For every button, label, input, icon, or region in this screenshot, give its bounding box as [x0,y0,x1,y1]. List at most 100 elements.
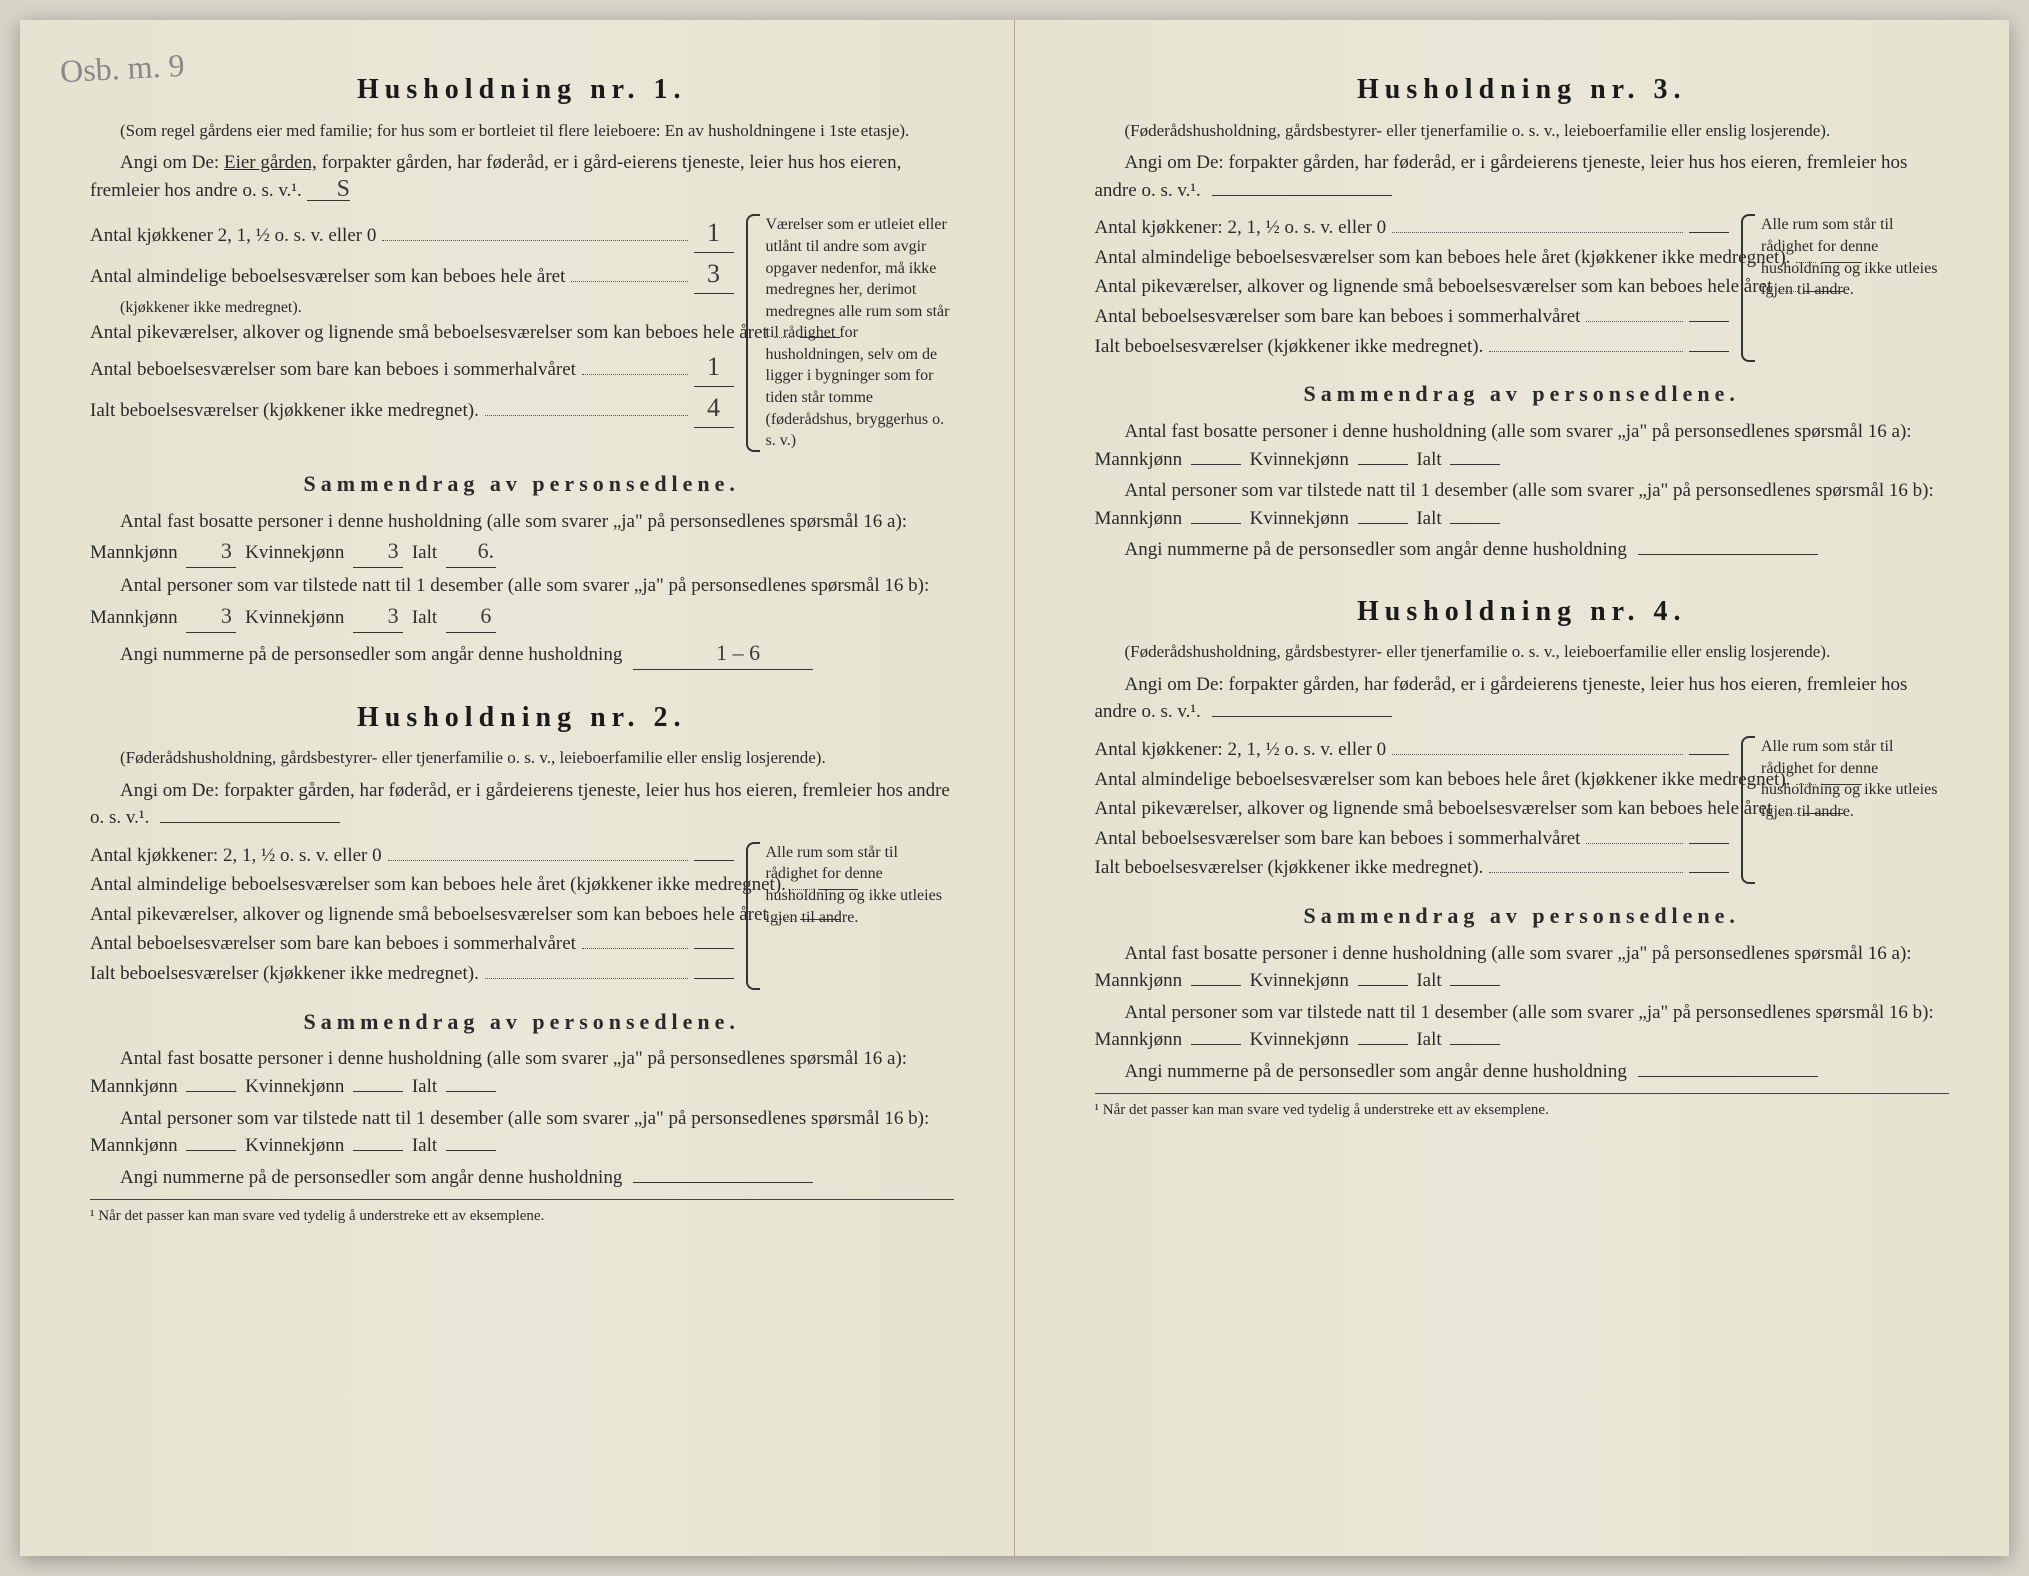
hh1-angi-val: S [307,179,350,202]
hh1-angi-pre: Angi om De: [120,152,224,173]
household-1: Husholdning nr. 1. (Som regel gårdens ei… [90,70,954,670]
hh1-fields: Antal kjøkkener 2, 1, ½ o. s. v. eller 0… [90,214,734,452]
hh1-summer-label: Antal beboelsesværelser som bare kan beb… [90,356,576,384]
hh1-sidenote-text: Værelser som er utleiet eller utlånt til… [766,216,950,449]
hh1-nummerne-val: 1 – 6 [633,637,813,670]
hh4-til-k [1358,1044,1408,1045]
hh3-kitchens-val [1689,232,1729,233]
hh2-sammendrag-title: Sammendrag av personsedlene. [90,1006,954,1038]
hh2-fast-ialt [446,1091,496,1092]
brace-icon [746,214,760,452]
hh3-angi: Angi om De: forpakter gården, har føderå… [1095,149,1950,204]
hh1-ordinary-val: 3 [694,255,734,294]
hh2-til-text: Antal personer som var tilstede natt til… [90,1108,929,1157]
hh1-sidenote: Værelser som er utleiet eller utlånt til… [754,214,954,452]
hh1-fast-m: 3 [186,535,236,568]
hh3-ialt-label: Ialt [1416,449,1441,470]
brace-icon [746,842,760,990]
hh2-fast-text: Antal fast bosatte personer i denne hush… [90,1048,907,1097]
hh3-kv-label: Kvinnekjønn [1250,449,1349,470]
hh2-fields: Antal kjøkkener: 2, 1, ½ o. s. v. eller … [90,842,734,990]
hh1-fast-k-label: Kvinnekjønn [245,542,344,563]
hh4-fast-line: Antal fast bosatte personer i denne hush… [1095,940,1950,995]
hh4-total-label: Ialt beboelsesværelser (kjøkkener ikke m… [1095,854,1484,882]
hh4-fast-k [1358,985,1408,986]
hh2-kitchens-label: Antal kjøkkener: 2, 1, ½ o. s. v. eller … [90,842,382,870]
hh2-angi-text: Angi om De: forpakter gården, har føderå… [90,780,950,829]
hh3-tilstede-line: Antal personer som var tilstede natt til… [1095,477,1950,532]
document-spread: Osb. m. 9 Husholdning nr. 1. (Som regel … [20,20,2009,1556]
hh4-ialt-label: Ialt [1416,970,1441,991]
hh2-til-k [353,1150,403,1151]
hh1-fast-ialt-label: Ialt [412,542,437,563]
hh4-fast-m [1191,985,1241,986]
hh2-fast-m [186,1091,236,1092]
hh3-fields: Antal kjøkkener: 2, 1, ½ o. s. v. eller … [1095,214,1730,362]
hh3-til-m [1191,523,1241,524]
hh1-tilstede-line: Antal personer som var tilstede natt til… [90,572,954,632]
hh1-til-k-label: Kvinnekjønn [245,607,344,628]
hh1-total-label: Ialt beboelsesværelser (kjøkkener ikke m… [90,397,479,425]
hh1-ordinary-label: Antal almindelige beboelsesværelser som … [90,263,565,291]
hh1-ordinary-note: (kjøkkener ikke medregnet). [90,296,734,319]
hh1-fast-line: Antal fast bosatte personer i denne hush… [90,508,954,568]
hh4-subnote: (Føderådshusholdning, gårdsbestyrer- ell… [1095,640,1950,665]
hh1-total-val: 4 [694,389,734,428]
hh2-nummerne-text: Angi nummerne på de personsedler som ang… [120,1167,622,1188]
household-4: Husholdning nr. 4. (Føderådshusholdning,… [1095,592,1950,1122]
hh2-summer-label: Antal beboelsesværelser som bare kan beb… [90,930,576,958]
hh2-tilstede-line: Antal personer som var tilstede natt til… [90,1105,954,1160]
hh3-ialt-label2: Ialt [1416,508,1441,529]
hh2-angi: Angi om De: forpakter gården, har føderå… [90,777,954,832]
household-2: Husholdning nr. 2. (Føderådshusholdning,… [90,698,954,1228]
hh2-fast-line: Antal fast bosatte personer i denne hush… [90,1045,954,1100]
hh3-pike-label: Antal pikeværelser, alkover og lignende … [1095,273,1773,301]
household-3: Husholdning nr. 3. (Føderådshusholdning,… [1095,70,1950,564]
hh1-angi-underlined: Eier gården, [224,152,317,173]
brace-icon [1741,214,1755,362]
hh4-kv-label: Kvinnekjønn [1250,970,1349,991]
hh3-fast-ialt [1450,464,1500,465]
hh3-total-label: Ialt beboelsesværelser (kjøkkener ikke m… [1095,333,1484,361]
hh1-kitchens-label: Antal kjøkkener 2, 1, ½ o. s. v. eller 0 [90,222,376,250]
hh3-nummerne: Angi nummerne på de personsedler som ang… [1095,536,1950,564]
hh4-nummerne: Angi nummerne på de personsedler som ang… [1095,1058,1950,1086]
hh1-subnote: (Som regel gårdens eier med familie; for… [90,119,954,144]
hh3-summer-val [1689,321,1729,322]
hh1-fast-ialt: 6. [446,535,496,568]
hh3-til-ialt [1450,523,1500,524]
hh2-total-label: Ialt beboelsesværelser (kjøkkener ikke m… [90,960,479,988]
hh4-sammendrag-title: Sammendrag av personsedlene. [1095,900,1950,932]
hh3-til-text: Antal personer som var tilstede natt til… [1095,480,1934,529]
hh1-fast-k: 3 [353,535,403,568]
right-page: Husholdning nr. 3. (Føderådshusholdning,… [1015,20,2010,1556]
hh4-fast-text: Antal fast bosatte personer i denne hush… [1095,943,1912,992]
hh4-title: Husholdning nr. 4. [1095,592,1950,633]
hh2-kitchens-val [694,860,734,861]
hh4-tilstede-line: Antal personer som var tilstede natt til… [1095,999,1950,1054]
hh4-sidenote: Alle rum som står til rådighet for denne… [1749,736,1949,884]
hh3-subnote: (Føderådshusholdning, gårdsbestyrer- ell… [1095,119,1950,144]
hh2-til-ialt [446,1150,496,1151]
hh1-til-k: 3 [353,600,403,633]
hh2-nummerne: Angi nummerne på de personsedler som ang… [90,1164,954,1192]
hh2-fast-k [353,1091,403,1092]
hh2-title: Husholdning nr. 2. [90,698,954,739]
hh2-sidenote: Alle rum som står til rådighet for denne… [754,842,954,990]
hh3-fast-m [1191,464,1241,465]
hh4-fields: Antal kjøkkener: 2, 1, ½ o. s. v. eller … [1095,736,1730,884]
hh4-sidenote-text: Alle rum som står til rådighet for denne… [1761,738,1937,820]
hh2-pike-label: Antal pikeværelser, alkover og lignende … [90,901,768,929]
hh2-kv-label: Kvinnekjønn [245,1076,344,1097]
hh2-angi-val [160,822,340,823]
hh4-pike-label: Antal pikeværelser, alkover og lignende … [1095,795,1773,823]
hh4-ordinary-label: Antal almindelige beboelsesværelser som … [1095,766,1791,794]
hh4-til-ialt [1450,1044,1500,1045]
hh4-nummerne-text: Angi nummerne på de personsedler som ang… [1125,1061,1627,1082]
hh3-title: Husholdning nr. 3. [1095,70,1950,111]
hh1-pike-label: Antal pikeværelser, alkover og lignende … [90,319,768,347]
footnote-right: ¹ Når det passer kan man svare ved tydel… [1095,1100,1950,1122]
hh2-kv-label2: Kvinnekjønn [245,1135,344,1156]
hh3-angi-text: Angi om De: forpakter gården, har føderå… [1095,152,1908,201]
brace-icon [1741,736,1755,884]
